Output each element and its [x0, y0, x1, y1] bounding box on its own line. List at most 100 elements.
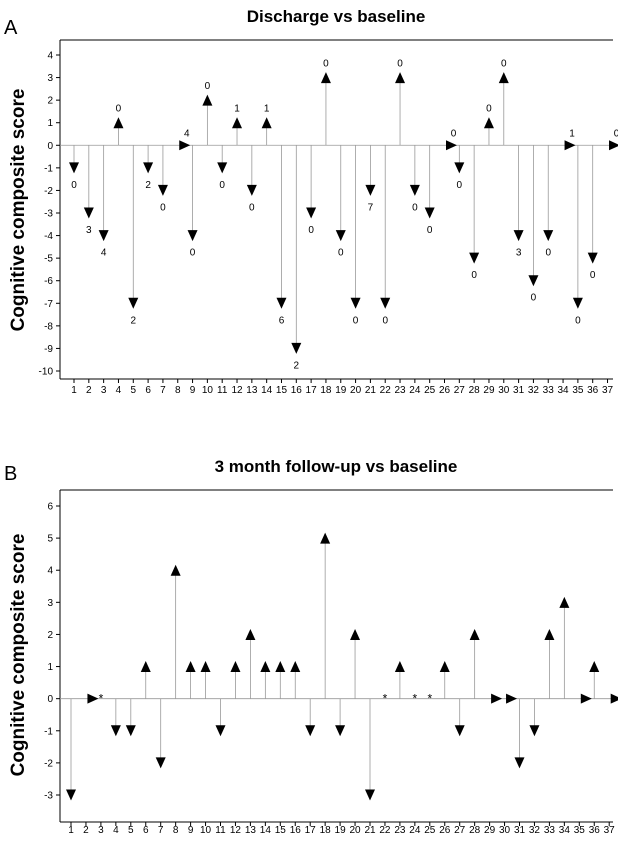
panel-b-x-tick-label: 7 — [158, 825, 164, 836]
panel-a-up-marker — [113, 117, 124, 129]
panel-b-down-marker — [335, 725, 346, 737]
panel-a-down-marker — [528, 275, 539, 287]
panel-b-x-tick-label: 32 — [529, 825, 541, 836]
panel-a-x-tick-label: 7 — [160, 385, 166, 396]
panel-a-down-marker — [83, 207, 94, 219]
panel-a-down-marker — [365, 184, 376, 196]
panel-a-down-marker — [246, 184, 257, 196]
panel-a-x-tick-label: 13 — [246, 385, 258, 396]
panel-b-x-tick-label: 3 — [98, 825, 104, 836]
panel-b-y-tick-label: 5 — [47, 534, 53, 545]
panel-a-x-tick-label: 12 — [231, 385, 243, 396]
panel-a-x-tick-label: 37 — [602, 385, 614, 396]
panel-a-x-tick-label: 1 — [71, 385, 77, 396]
panel-b-down-marker — [110, 725, 121, 737]
panel-b-up-marker — [394, 661, 405, 673]
panel-a-x-tick-label: 23 — [394, 385, 406, 396]
panel-a-y-tick-label: -4 — [44, 231, 53, 242]
panel-b-x-tick-label: 14 — [260, 825, 272, 836]
panel-a-up-marker — [320, 72, 331, 84]
panel-a-data-label: 0 — [308, 225, 314, 236]
panel-b-x-tick-label: 13 — [245, 825, 257, 836]
panel-b-x-tick-label: 1 — [68, 825, 74, 836]
panel-a-down-marker — [143, 162, 154, 174]
panel-a-no-change-marker — [564, 140, 576, 151]
panel-a-data-label: 0 — [190, 248, 196, 259]
panel-b-x-tick-label: 9 — [188, 825, 194, 836]
panel-b-no-change-marker — [506, 693, 518, 704]
panel-a-x-tick-label: 29 — [483, 385, 495, 396]
panel-a-x-tick-label: 15 — [276, 385, 288, 396]
panel-b-x-tick-label: 5 — [128, 825, 134, 836]
panel-b-x-tick-label: 24 — [409, 825, 421, 836]
panel-a-data-label: 0 — [397, 59, 403, 70]
panel-b-y-tick-label: -1 — [44, 726, 53, 737]
panel-a-letter: A — [4, 17, 18, 39]
panel-b-y-tick-label: 0 — [47, 694, 53, 705]
panel-a-data-label: 0 — [382, 315, 388, 326]
panel-b-down-marker — [155, 757, 166, 769]
panel-b-up-marker — [200, 661, 211, 673]
panel-a-up-marker — [395, 72, 406, 84]
panel-a-data-label: 1 — [234, 104, 240, 115]
panel-a-down-marker — [587, 252, 598, 264]
panel-b-x-tick-label: 31 — [514, 825, 526, 836]
panel-a-data-label: 4 — [101, 248, 107, 259]
panel-a-down-marker — [409, 184, 420, 196]
panel-b-no-change-marker — [87, 693, 99, 704]
panel-a-down-marker — [469, 252, 480, 264]
panel-a-data-label: 2 — [294, 360, 300, 371]
panel-a-no-change-marker — [609, 140, 618, 151]
panel-a-y-tick-label: -3 — [44, 209, 53, 220]
panel-a-x-tick-label: 31 — [513, 385, 525, 396]
panel-a-y-tick-label: 1 — [47, 118, 53, 129]
panel-b-x-tick-label: 33 — [544, 825, 556, 836]
panel-a-x-tick-label: 5 — [130, 385, 136, 396]
panel-b-missing-marker: * — [383, 692, 388, 706]
panel-a-data-label: 4 — [184, 128, 190, 139]
panel-a-down-marker — [306, 207, 317, 219]
panel-a-down-marker — [572, 297, 583, 309]
panel-b-up-marker — [290, 661, 301, 673]
panel-a-x-tick-label: 8 — [175, 385, 181, 396]
panel-b-up-marker — [559, 596, 570, 608]
panel-a-y-tick-label: -5 — [44, 254, 53, 265]
panel-a-x-tick-label: 22 — [380, 385, 392, 396]
panel-b-x-tick-label: 26 — [439, 825, 451, 836]
panel-b-up-marker — [544, 628, 555, 640]
panel-a-up-marker — [261, 117, 272, 129]
panel-a-data-label: 1 — [264, 104, 270, 115]
panel-a-data-label: 0 — [116, 104, 122, 115]
panel-a-x-tick-label: 33 — [543, 385, 555, 396]
panel-b-up-marker — [245, 628, 256, 640]
panel-b-x-tick-label: 22 — [379, 825, 391, 836]
panel-a-y-axis-label: Cognitive composite score — [8, 89, 29, 332]
panel-b-no-change-marker — [580, 693, 592, 704]
panel-a-data-label: 0 — [160, 202, 166, 213]
panel-b-y-tick-label: 2 — [47, 630, 53, 641]
panel-a-x-tick-label: 26 — [439, 385, 451, 396]
panel-b-x-tick-label: 37 — [604, 825, 616, 836]
panel-a-no-change-marker — [446, 140, 457, 151]
panel-b-x-tick-label: 20 — [349, 825, 361, 836]
panel-b-x-tick-label: 11 — [215, 825, 226, 836]
panel-a-down-marker — [350, 297, 361, 309]
panel-b-x-tick-label: 30 — [499, 825, 511, 836]
panel-a-y-tick-label: -2 — [44, 186, 53, 197]
panel-a-down-marker — [454, 162, 465, 174]
panel-a-x-tick-label: 14 — [261, 385, 273, 396]
panel-a-data-label: 3 — [86, 225, 92, 236]
panel-a-down-marker — [513, 230, 524, 242]
panel-b-x-tick-label: 10 — [200, 825, 212, 836]
panel-b-y-tick-label: 6 — [47, 502, 53, 513]
panel-a-y-tick-label: -6 — [44, 276, 53, 287]
panel-a-x-tick-label: 11 — [217, 385, 228, 396]
panel-a-data-label: 0 — [323, 59, 329, 70]
panel-b-x-tick-label: 28 — [469, 825, 481, 836]
panel-b-down-marker — [365, 789, 375, 801]
panel-a-data-label: 0 — [249, 202, 255, 213]
panel-a-no-change-marker — [179, 140, 191, 151]
panel-a-x-tick-label: 35 — [572, 385, 584, 396]
panel-b-y-tick-label: -3 — [44, 791, 53, 802]
